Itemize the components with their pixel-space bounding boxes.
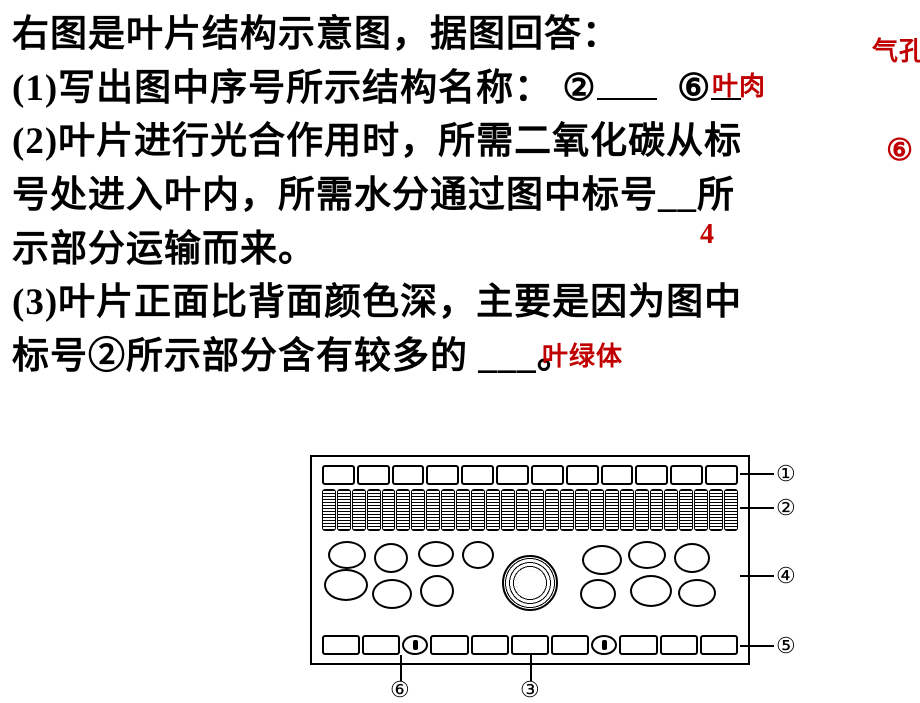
answer-co2: ⑥	[886, 129, 914, 173]
q3-line-b: 标号②所示部分含有较多的 ___。 叶绿体	[12, 330, 908, 384]
q3-text-a: 叶片正面比背面颜色深，主要是因为图中	[58, 282, 742, 323]
label-5: ⑤	[776, 633, 796, 659]
upper-epidermis	[322, 465, 738, 485]
stoma-cell	[402, 635, 428, 655]
answer-6: 气孔	[872, 38, 920, 67]
spongy-mesophyll	[322, 535, 738, 631]
answer-2: 叶肉	[712, 68, 766, 106]
q3-prefix: (3)	[12, 282, 58, 323]
label-4: ④	[776, 563, 796, 589]
blank-2	[597, 63, 657, 100]
q2-prefix: (2)	[12, 121, 58, 162]
question-block: 右图是叶片结构示意图，据图回答： (1)写出图中序号所示结构名称： ② ⑥ 叶肉…	[0, 0, 920, 383]
title-line: 右图是叶片结构示意图，据图回答：	[12, 8, 908, 62]
label-1: ①	[776, 461, 796, 487]
stoma-cell	[591, 635, 617, 655]
q1-prefix: (1)	[12, 68, 58, 109]
q2-line-b: 号处进入叶内，所需水分通过图中标号__所 4	[12, 169, 908, 223]
q3-text-b: 标号②所示部分含有较多的 ___。	[12, 336, 575, 377]
num-2: ②	[562, 62, 596, 116]
num-6: ⑥	[677, 62, 711, 116]
leaf-cross-section	[310, 455, 750, 665]
leader-1	[740, 473, 774, 475]
q2-line-a: (2)叶片进行光合作用时，所需二氧化碳从标 ⑥	[12, 115, 908, 169]
leader-5	[740, 645, 774, 647]
q2-text-a: 叶片进行光合作用时，所需二氧化碳从标	[58, 121, 742, 162]
q1-text: 写出图中序号所示结构名称：	[58, 68, 552, 109]
label-2: ②	[776, 495, 796, 521]
leader-4	[740, 575, 774, 577]
q1-line: (1)写出图中序号所示结构名称： ② ⑥ 叶肉 气孔	[12, 62, 908, 116]
vein-bundle	[502, 555, 558, 611]
answer-chloroplast: 叶绿体	[542, 338, 623, 376]
lower-epidermis	[322, 635, 738, 655]
q3-line-a: (3)叶片正面比背面颜色深，主要是因为图中	[12, 276, 908, 330]
leaf-diagram: ① ② ④ ⑤ ⑥ ③	[310, 455, 750, 665]
label-3: ③	[520, 677, 540, 703]
label-6: ⑥	[390, 677, 410, 703]
q2-text-c: 示部分运输而来。	[12, 229, 316, 270]
leader-2	[740, 507, 774, 509]
q2-line-c: 示部分运输而来。	[12, 223, 908, 277]
q2-text-b: 号处进入叶内，所需水分通过图中标号__所	[12, 175, 735, 216]
palisade-mesophyll	[322, 489, 738, 531]
